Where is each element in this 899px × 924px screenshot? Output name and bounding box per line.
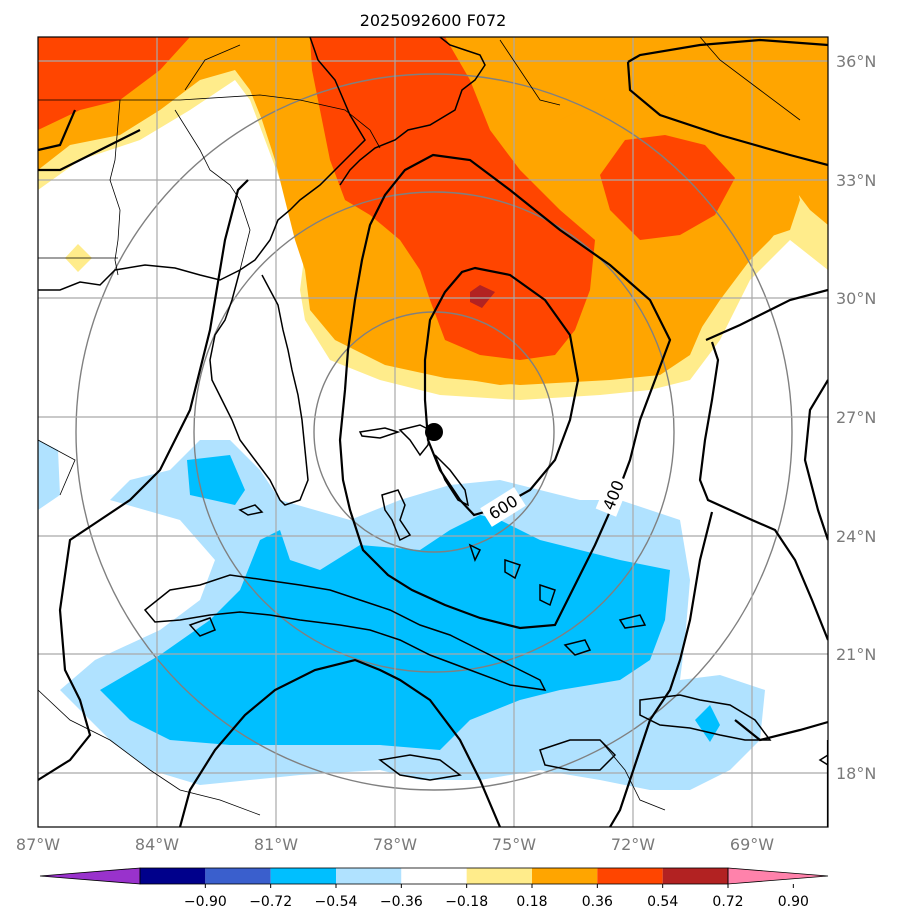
- lon-label: 75°W: [492, 835, 536, 854]
- colorbar-segment: [401, 868, 467, 884]
- colorbar-segment: [597, 868, 663, 884]
- colorbar-extend-high: [727, 867, 829, 885]
- map-frame: [37, 36, 829, 828]
- latitude-labels: 36°N 33°N 30°N 27°N 24°N 21°N 18°N: [836, 52, 876, 783]
- colorbar-segment: [532, 868, 598, 884]
- negative-anomaly-fill: [38, 440, 765, 790]
- colorbar-segment: [662, 868, 728, 884]
- lon-label: 87°W: [16, 835, 60, 854]
- lon-label: 81°W: [254, 835, 298, 854]
- state-borders: [38, 37, 801, 816]
- colorbar-tick-label: −0.72: [249, 894, 292, 910]
- height-contours: [38, 38, 828, 827]
- colorbar-tick-label: 0.18: [516, 894, 547, 910]
- lat-label: 30°N: [836, 289, 876, 308]
- colorbar-segment: [270, 868, 336, 884]
- colorbar-tick-label: 0.90: [778, 894, 809, 910]
- colorbar-ticks: −0.90 −0.72 −0.54 −0.36 −0.18 0.18 0.36 0.54 0.7…: [184, 884, 809, 910]
- colorbar-segment: [466, 868, 532, 884]
- storm-center-marker: [425, 423, 443, 441]
- colorbar-extend-low: [39, 867, 141, 885]
- colorbar-tick-label: −0.54: [315, 894, 358, 910]
- lat-label: 18°N: [836, 764, 876, 783]
- lat-label: 27°N: [836, 408, 876, 427]
- lon-label: 69°W: [730, 835, 774, 854]
- colorbar-tick-label: 0.54: [647, 894, 678, 910]
- lat-lon-grid: [38, 37, 828, 827]
- map-title: 2025092600 F072: [360, 11, 507, 30]
- colorbar: −0.90 −0.72 −0.54 −0.36 −0.18 0.18 0.36 0.54 0.7…: [39, 867, 829, 910]
- lat-label: 36°N: [836, 52, 876, 71]
- colorbar-tick-label: 0.72: [712, 894, 743, 910]
- lon-label: 84°W: [135, 835, 179, 854]
- colorbar-outline: [139, 867, 729, 885]
- lat-label: 24°N: [836, 527, 876, 546]
- lat-label: 21°N: [836, 645, 876, 664]
- colorbar-tick-label: −0.18: [445, 894, 488, 910]
- longitude-labels: 87°W 84°W 81°W 78°W 75°W 72°W 69°W: [16, 835, 774, 854]
- colorbar-segment: [336, 868, 402, 884]
- colorbar-segment: [205, 868, 271, 884]
- lat-label: 33°N: [836, 171, 876, 190]
- map-area: 600 400: [38, 37, 828, 827]
- colorbar-segment: [140, 868, 206, 884]
- colorbar-tick-label: −0.90: [184, 894, 227, 910]
- colorbar-segments: [39, 867, 829, 885]
- coastlines: [38, 37, 828, 781]
- colorbar-tick-label: −0.36: [380, 894, 423, 910]
- lon-label: 72°W: [611, 835, 655, 854]
- colorbar-tick-label: 0.36: [582, 894, 613, 910]
- lon-label: 78°W: [373, 835, 417, 854]
